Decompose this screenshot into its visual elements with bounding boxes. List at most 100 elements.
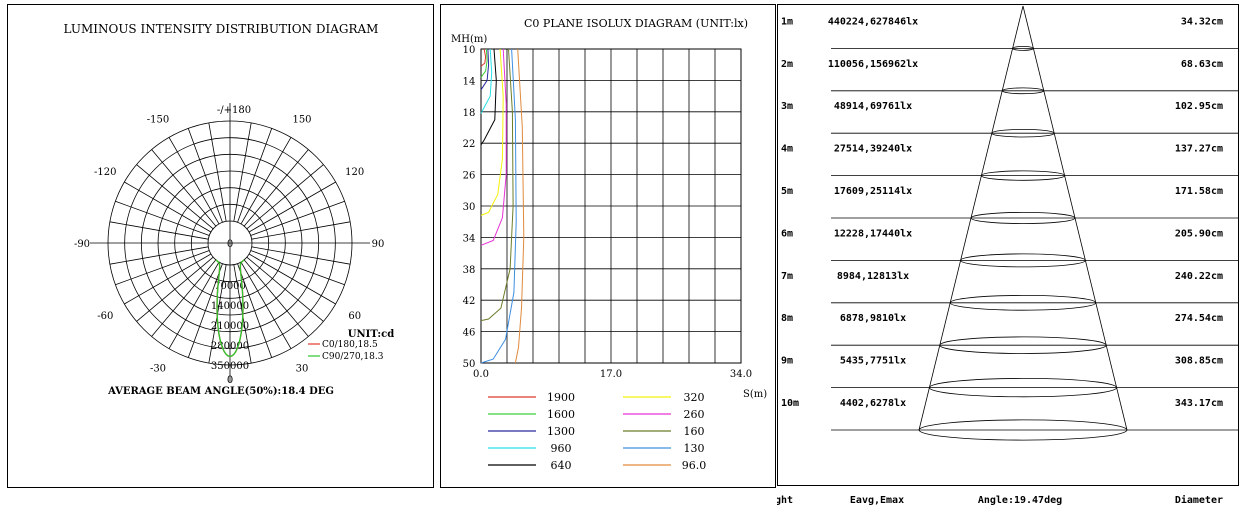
row-diameter: 205.90cm <box>1175 228 1223 239</box>
beam-ellipse <box>929 377 1117 398</box>
polar-spoke <box>248 253 336 305</box>
polar-spoke <box>237 128 273 223</box>
legend-label: C90/270,18.3 <box>322 352 384 362</box>
radial-tick-label: 70000 <box>214 281 246 292</box>
axis-tick-labels: 10 14 18 22 26 30 34 38 42 46 500.0 17.0 34.0 <box>463 45 753 380</box>
polar-spoke <box>115 250 210 286</box>
angle-label: -120 <box>94 167 116 178</box>
isolux-curves <box>480 48 525 364</box>
isolux-curve-640 <box>480 48 497 146</box>
legend: C0/180,18.5 C90/270,18.3 <box>308 340 384 362</box>
isolux-curve-260 <box>480 48 507 246</box>
y-tick-label: 50 <box>463 359 476 370</box>
polar-spoke <box>240 261 292 349</box>
y-axis-label: MH(m) <box>451 34 487 45</box>
beam-ellipse <box>980 170 1066 181</box>
row-lux: 8984,12813lx <box>837 271 909 282</box>
row-lux: 48914,69761lx <box>834 101 912 112</box>
polar-spoke <box>208 122 227 222</box>
legend-label: 640 <box>551 459 572 472</box>
polar-spoke <box>187 263 223 358</box>
isolux-curve-1600 <box>480 48 488 78</box>
angle-label: 150 <box>292 114 311 125</box>
angle-label: -90 <box>74 239 90 250</box>
radial-tick-label: 140000 <box>211 301 249 312</box>
radial-tick-label: 0 <box>227 239 233 250</box>
beam-ellipse <box>1001 87 1045 95</box>
polar-spoke <box>136 164 214 230</box>
row-diameter: 137.27cm <box>1175 144 1223 155</box>
beam-ellipse <box>918 419 1128 441</box>
legend-label: 1900 <box>547 391 575 404</box>
column-header-diameter: Diameter <box>1175 494 1223 506</box>
beam-ellipse <box>939 336 1107 354</box>
unit-label: UNIT:cd <box>348 329 394 340</box>
angle-label: 60 <box>348 311 361 322</box>
legend-label: 160 <box>684 425 705 438</box>
beam-cone-panel: 1m 440224,627846lx 34.32cm 2m 110056,156962l… <box>775 4 1239 506</box>
row-diameter: 343.17cm <box>1175 398 1223 409</box>
x-tick-label: 17.0 <box>600 369 622 380</box>
row-height: 9m <box>781 356 793 367</box>
row-diameter: 308.85cm <box>1175 356 1223 367</box>
angle-label: -30 <box>150 364 166 375</box>
intensity-curve-c90 <box>215 259 245 358</box>
polar-spoke <box>233 122 252 222</box>
polar-spoke <box>243 259 309 337</box>
x-tick-label: 34.0 <box>730 369 752 380</box>
polar-spoke <box>250 200 345 236</box>
row-diameter: 68.63cm <box>1181 59 1223 70</box>
isolux-curve-160 <box>480 48 514 322</box>
row-height: 8m <box>781 313 793 324</box>
row-lux: 17609,25114lx <box>834 186 912 197</box>
beam-ellipse <box>1012 46 1034 51</box>
y-tick-label: 14 <box>463 76 476 87</box>
angle-label: -60 <box>97 311 113 322</box>
row-height: 7m <box>781 271 793 282</box>
beam-ellipse <box>949 294 1097 311</box>
cone-outline <box>831 5 1239 441</box>
row-height: 6m <box>781 228 793 239</box>
polar-spoke <box>246 164 324 230</box>
intensity-distribution-panel: LUMINOUS INTENSITY DISTRIBUTION DIAGRAM … <box>7 4 434 488</box>
y-tick-label: 10 <box>463 45 476 56</box>
panel-border <box>777 4 1239 486</box>
x-axis-label: S(m) <box>743 389 767 400</box>
isolux-grid <box>480 48 742 364</box>
legend-label: C0/180,18.5 <box>322 340 378 350</box>
isolux-curve-320 <box>480 48 504 216</box>
beam-angle-footer: AVERAGE BEAM ANGLE(50%):18.4 DEG <box>107 386 334 397</box>
isolux-panel: C0 PLANE ISOLUX DIAGRAM (UNIT:lx) MH(m) … <box>440 4 776 488</box>
polar-spoke <box>115 200 210 236</box>
polar-spoke <box>109 246 209 265</box>
row-height: 4m <box>781 144 793 155</box>
row-diameter: 240.22cm <box>1175 271 1223 282</box>
radial-tick-label: 280000 <box>211 341 249 352</box>
polar-spoke <box>251 246 351 265</box>
row-lux: 4402,6278lx <box>840 398 906 409</box>
polar-spoke <box>251 221 351 240</box>
polar-spoke <box>250 250 345 286</box>
y-tick-label: 46 <box>463 328 476 339</box>
row-diameter: 102.95cm <box>1175 101 1223 112</box>
column-header-height: ght <box>777 495 793 506</box>
isolux-curve-1300 <box>480 48 490 91</box>
beam-ellipse <box>960 253 1086 268</box>
legend-label: 130 <box>684 442 705 455</box>
row-lux: 27514,39240lx <box>834 144 912 155</box>
polar-spoke <box>136 256 214 322</box>
row-lux: 5435,7751lx <box>840 356 906 367</box>
polar-curves <box>215 259 245 358</box>
polar-spoke <box>237 263 273 358</box>
polar-spoke <box>124 253 212 305</box>
radial-tick-label: 210000 <box>211 321 249 332</box>
row-height: 3m <box>781 101 793 112</box>
legend-label: 960 <box>551 442 572 455</box>
polar-spoke <box>246 256 324 322</box>
polar-grid <box>90 103 370 383</box>
table-footer: ght Eavg,Emax Angle:19.47deg Diameter <box>775 494 1223 506</box>
y-tick-label: 22 <box>463 139 476 150</box>
polar-spoke <box>248 181 336 233</box>
legend-label: 96.0 <box>682 459 707 472</box>
row-height: 5m <box>781 186 793 197</box>
